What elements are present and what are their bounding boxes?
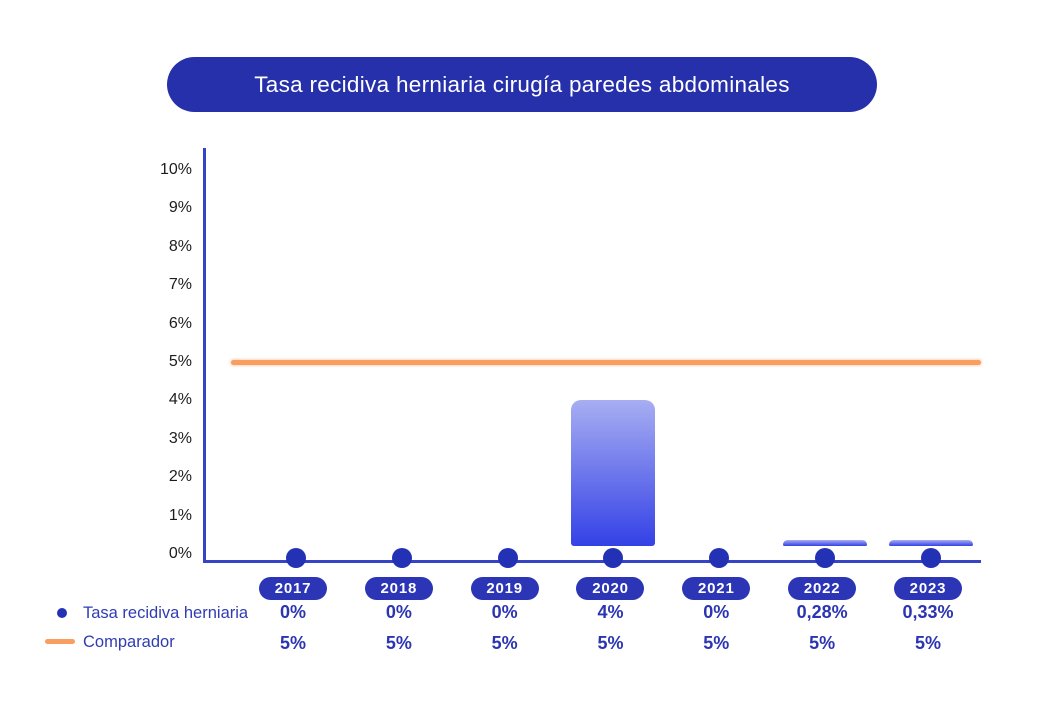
series2-value-2018: 5% [385, 633, 412, 653]
legend-label-series1: Tasa recidiva herniaria [83, 604, 249, 622]
axis-dot-2019 [497, 548, 518, 568]
axis-dot-2017 [286, 548, 306, 568]
y-tick-label: 10% [159, 161, 192, 178]
y-tick-label: 7% [168, 276, 192, 294]
series1-value-2021: 0% [703, 602, 730, 622]
axis-dot-2020 [603, 548, 624, 568]
y-tick-label: 5% [168, 353, 192, 370]
series2-value-2022: 5% [809, 633, 836, 653]
y-tick-label: 3% [168, 429, 192, 447]
year-pill-2022: 2022 [788, 577, 857, 600]
chart-title: Tasa recidiva herniaria cirugía paredes … [254, 71, 790, 97]
year-pill-2017: 2017 [259, 577, 327, 600]
series-dot-icon [57, 608, 67, 618]
axis-dot-2023 [920, 548, 941, 568]
y-tick-label: 8% [168, 237, 192, 255]
series2-value-2021: 5% [703, 633, 730, 653]
series1-value-2017: 0% [279, 602, 306, 622]
axis-dot-2022 [815, 548, 836, 568]
y-tick-label: 0% [168, 545, 192, 562]
year-pill-2020: 2020 [576, 577, 645, 600]
comparator-line [231, 359, 981, 365]
series2-value-2019: 5% [491, 633, 518, 653]
y-tick-label: 4% [168, 391, 192, 409]
y-tick-label: 6% [168, 314, 192, 332]
bar-2020 [571, 400, 656, 546]
year-pill-2023: 2023 [893, 577, 962, 600]
series2-value-2023: 5% [914, 633, 941, 653]
series1-value-2019: 0% [491, 602, 518, 622]
chart-title-pill: Tasa recidiva herniaria cirugía paredes … [167, 57, 877, 112]
series1-value-2018: 0% [385, 602, 412, 622]
series1-value-2022: 0,28% [796, 602, 848, 622]
series1-value-2020: 4% [597, 602, 624, 622]
comparator-dash-icon [45, 639, 75, 644]
plot-area: 0% 1% 2% 3% 4% 5% 6% 7% 8% 9% 10% [160, 148, 981, 568]
bar-2023 [888, 540, 973, 546]
y-tick-label: 9% [168, 199, 192, 217]
y-tick-label: 1% [168, 506, 192, 524]
axis-dot-2018 [391, 548, 412, 568]
year-pill-2021: 2021 [682, 577, 751, 600]
legend-label-series2: Comparador [83, 633, 175, 651]
year-pill-2019: 2019 [470, 577, 539, 600]
y-tick-label: 2% [168, 468, 192, 486]
series1-value-2023: 0,33% [902, 602, 954, 622]
series2-value-2017: 5% [279, 633, 306, 653]
axis-dot-2021 [709, 548, 730, 568]
bar-2022 [783, 540, 868, 546]
series2-value-2020: 5% [597, 633, 624, 653]
year-pill-2018: 2018 [364, 577, 433, 600]
